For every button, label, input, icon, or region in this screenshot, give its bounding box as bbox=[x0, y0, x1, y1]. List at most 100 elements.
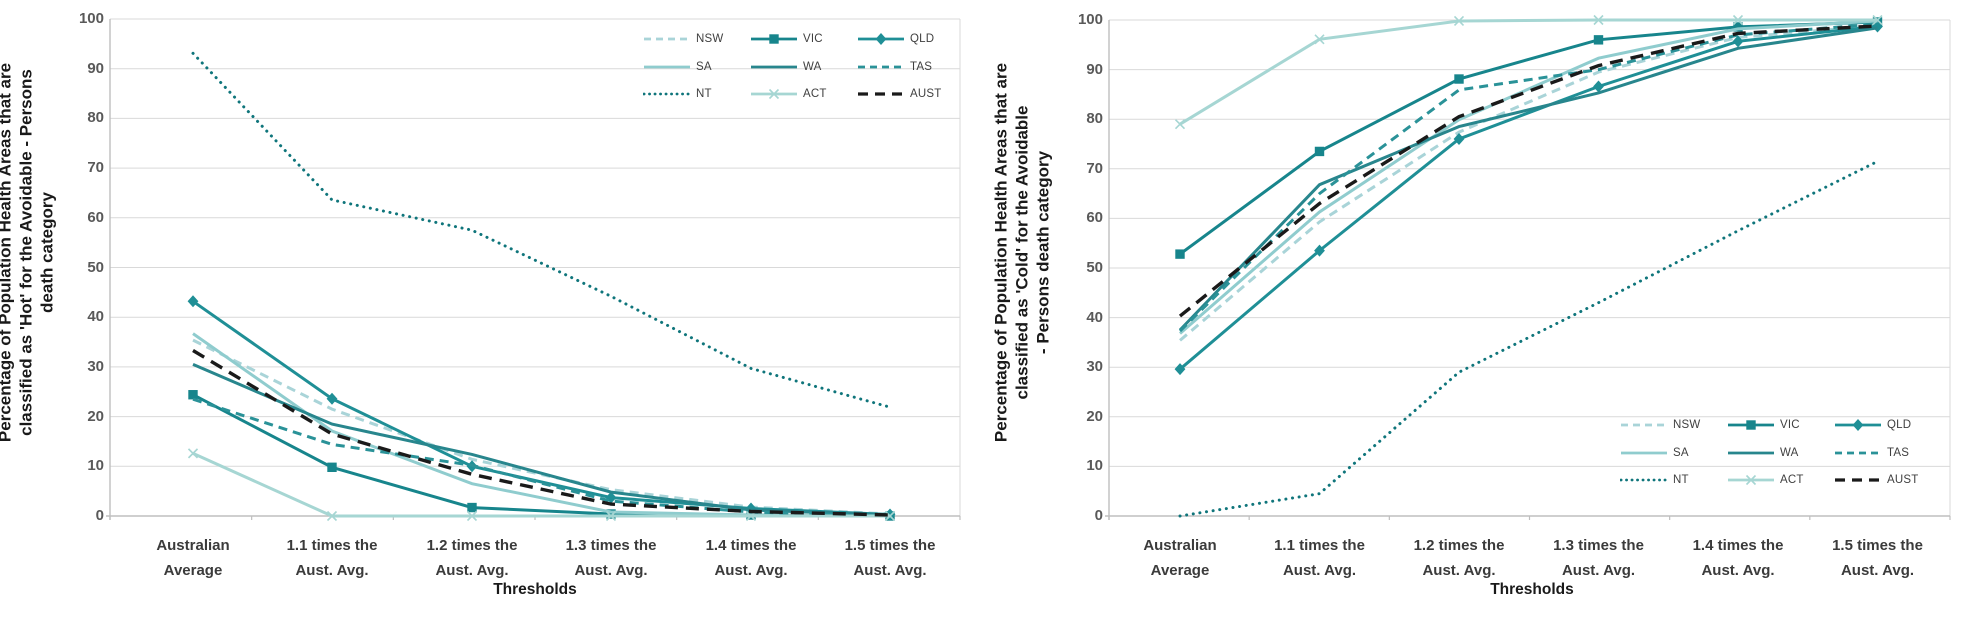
y-tick-label: 90 bbox=[1086, 60, 1103, 78]
series-line-aust bbox=[1178, 24, 1878, 318]
y-tick-label: 60 bbox=[1086, 209, 1103, 227]
legend-item-sa: SA bbox=[1620, 441, 1689, 465]
y-tick-label: 10 bbox=[1086, 457, 1103, 475]
legend-swatch-sa bbox=[644, 65, 690, 68]
legend-swatch-nt bbox=[643, 92, 691, 96]
legend-item-vic: VIC bbox=[750, 27, 823, 51]
y-tick-label: 50 bbox=[87, 258, 104, 276]
marker-square bbox=[1746, 420, 1756, 430]
x-category-label: 1.4 times the Aust. Avg. bbox=[1692, 537, 1784, 579]
marker-diamond bbox=[326, 392, 338, 405]
legend-label: VIC bbox=[1780, 419, 1800, 431]
series-line-act bbox=[1179, 18, 1878, 126]
x-category-label: 1.1 times the Aust. Avg. bbox=[1274, 537, 1365, 579]
series-line-wa bbox=[1178, 26, 1878, 332]
series-line-aust bbox=[192, 349, 891, 517]
marker-square bbox=[1314, 146, 1325, 157]
legend-label: SA bbox=[696, 60, 712, 73]
x-category-label: 1.5 times the Aust. Avg. bbox=[1832, 537, 1923, 579]
marker-diamond bbox=[1174, 363, 1186, 376]
x-category-label: 1.2 times the Aust. Avg. bbox=[1413, 537, 1505, 579]
legend-label: AUST bbox=[1887, 474, 1919, 486]
marker-x bbox=[884, 510, 896, 522]
x-category-label: Australian Average bbox=[1143, 537, 1217, 579]
legend-label: NSW bbox=[696, 33, 724, 45]
series-line-tas bbox=[192, 397, 891, 518]
y-axis-title-line: Percentage of Population Health Areas th… bbox=[0, 62, 15, 442]
marker-square bbox=[1593, 35, 1604, 45]
y-tick-label: 40 bbox=[87, 308, 104, 326]
y-tick-label: 60 bbox=[87, 208, 104, 226]
y-tick-label: 0 bbox=[95, 507, 104, 524]
legend-label: ACT bbox=[1780, 474, 1804, 486]
marker-diamond bbox=[1314, 244, 1325, 257]
legend-label: QLD bbox=[910, 33, 935, 45]
y-tick-label: 0 bbox=[1094, 507, 1103, 524]
legend-item-act: ACT bbox=[750, 82, 827, 106]
legend-item-act: ACT bbox=[1727, 468, 1804, 492]
y-tick-label: 100 bbox=[1077, 11, 1103, 28]
y-tick-label: 90 bbox=[87, 59, 104, 77]
x-category-label: 1.2 times the Aust. Avg. bbox=[426, 537, 518, 579]
y-tick-label: 70 bbox=[87, 159, 104, 177]
y-tick-label: 80 bbox=[87, 109, 104, 127]
marker-square bbox=[188, 390, 198, 400]
marker-x bbox=[1732, 14, 1744, 26]
marker-square bbox=[1454, 74, 1464, 84]
y-tick-label: 20 bbox=[1086, 407, 1103, 425]
y-tick-label: 80 bbox=[1086, 110, 1103, 128]
series-line-wa bbox=[192, 363, 891, 517]
legend-label: AUST bbox=[910, 88, 942, 100]
marker-x bbox=[187, 448, 199, 459]
y-tick-label: 70 bbox=[1086, 159, 1103, 177]
legend-swatch-aust bbox=[858, 92, 904, 96]
y-tick-label: 10 bbox=[87, 457, 104, 475]
marker-x bbox=[326, 510, 338, 522]
marker-x bbox=[1593, 14, 1604, 26]
legend-swatch-qld bbox=[858, 33, 904, 45]
marker-square bbox=[1733, 22, 1743, 32]
series-line-sa bbox=[1179, 19, 1878, 335]
legend-item-vic: VIC bbox=[1727, 413, 1800, 437]
legend-label: ACT bbox=[803, 88, 827, 100]
legend-swatch-nt bbox=[1620, 478, 1668, 482]
x-axis-title: Thresholds bbox=[493, 581, 577, 598]
legend-swatch-qld bbox=[1835, 419, 1881, 431]
marker-x bbox=[605, 510, 617, 522]
legend-item-nt: NT bbox=[643, 82, 712, 106]
legend-swatch-vic bbox=[751, 34, 797, 44]
chart-hot bbox=[106, 18, 961, 522]
legend-swatch-nsw bbox=[644, 37, 690, 41]
legend-item-wa: WA bbox=[750, 55, 822, 79]
legend-item-wa: WA bbox=[1727, 441, 1799, 465]
y-axis-title-line: - Persons death category bbox=[1033, 150, 1053, 354]
x-category-label: 1.1 times the Aust. Avg. bbox=[286, 537, 378, 579]
marker-x bbox=[1174, 119, 1186, 130]
marker-square bbox=[769, 34, 779, 44]
marker-square bbox=[327, 462, 337, 472]
chart-cold bbox=[1105, 14, 1951, 520]
y-tick-label: 20 bbox=[87, 407, 104, 425]
y-tick-label: 30 bbox=[1086, 358, 1103, 376]
legend-item-aust: AUST bbox=[1834, 468, 1918, 492]
legend-item-qld: QLD bbox=[857, 27, 934, 51]
x-category-label: 1.3 times the Aust. Avg. bbox=[1553, 537, 1644, 579]
legend-item-tas: TAS bbox=[1834, 441, 1909, 465]
legend-label: NT bbox=[696, 88, 712, 100]
marker-square bbox=[467, 502, 477, 513]
legend-swatch-act bbox=[751, 88, 797, 100]
legend-label: NSW bbox=[1673, 419, 1701, 431]
marker-square bbox=[1175, 249, 1185, 259]
legend-swatch-act bbox=[1728, 474, 1774, 486]
legend-item-tas: TAS bbox=[857, 55, 932, 79]
marker-diamond bbox=[1453, 133, 1465, 146]
y-axis-title: Percentage of Population Health Areas th… bbox=[0, 17, 58, 487]
y-axis-title-line: classified as 'Hot' for the Avoidable - … bbox=[16, 68, 36, 436]
series-line-nsw bbox=[1179, 24, 1878, 342]
legend-item-sa: SA bbox=[643, 55, 712, 79]
legend-swatch-nsw bbox=[1621, 423, 1667, 427]
legend-swatch-tas bbox=[858, 65, 904, 68]
legend-swatch-aust bbox=[1835, 478, 1881, 482]
